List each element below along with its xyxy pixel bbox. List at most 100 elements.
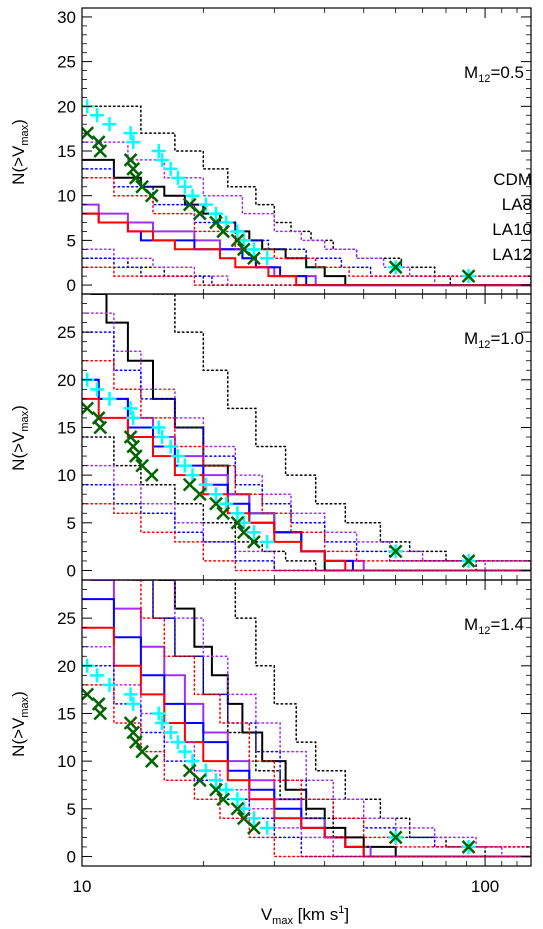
obs-plus-marker-p1-6 [151,144,166,158]
series-p2-la12-dotted-2 [82,502,531,572]
series-p2-la8-dotted-2 [82,464,531,572]
obs-plus-marker-p2-9 [170,449,185,464]
obs-plus-marker-p3-3 [102,677,117,692]
obs-plus-marker-p2-4 [123,401,138,416]
obs-plus-marker-p2-7 [155,430,170,444]
obs-plus-marker-p3-4 [123,687,138,702]
obs-plus-marker-p1-5 [126,135,141,150]
y-tick-label-p1-10: 10 [57,187,76,206]
obs-cross-marker-p3-17 [461,840,476,854]
legend-cdm: CDM [493,170,532,189]
series-p1-la12-dotted-2 [82,266,531,286]
obs-plus-marker-p3-14 [219,782,234,797]
series-p1-la10-solid-1 [82,212,531,287]
obs-plus-marker-p1-15 [230,224,245,239]
x-tick-labels: 10 100 [73,877,500,896]
obs-plus-marker-p3-17 [246,811,261,826]
legend: CDM LA8 LA10 LA12 [492,170,532,264]
panel-label-1: M12=0.5 [464,63,524,85]
y-tick-label-p1-30: 30 [57,8,76,27]
obs-cross-marker-p2-12 [216,506,231,521]
obs-plus-marker-p2-5 [126,410,141,425]
obs-cross-marker-p3-10 [192,773,207,788]
y-tick-label-p1-0: 0 [67,276,76,295]
y-tick-label-p3-20: 20 [57,657,76,676]
y-tick-label-p3-15: 15 [57,704,76,723]
obs-cross-marker-p3-4 [123,716,138,730]
y-axis-label-panel-2: N(>Vmax) [9,405,31,471]
y-tick-label-p3-0: 0 [67,847,76,866]
y-tick-label-p1-15: 15 [57,142,76,161]
x-axis-label: Vmax [km s1] [261,904,349,927]
series-p3-la12-dotted-2 [82,684,531,858]
series-p2-cdm-dotted-2 [82,436,531,572]
obs-cross-marker-p3-8 [144,754,159,769]
x-tick-label-10: 10 [73,877,92,896]
obs-plus-marker-p2-8 [163,439,178,454]
obs-cross-marker-p1-17 [461,269,476,284]
obs-cross-marker-p2-8 [144,468,159,483]
y-tick-label-p2-10: 10 [57,466,76,485]
obs-cross-marker-p1-16 [388,260,403,275]
series-p3-cdm-dotted-1 [215,580,531,858]
obs-cross-marker-p3-3 [93,706,108,721]
obs-cross-marker-p3-13 [230,801,245,816]
obs-cross-marker-p3-1 [82,687,95,702]
y-tick-label-p1-20: 20 [57,97,76,116]
series-p1-la8-dotted-1 [82,141,531,286]
series-p1-la10-dotted-1 [82,168,531,286]
y-tick-label-p2-25: 25 [57,323,76,342]
y-tick-label-p3-25: 25 [57,609,76,628]
obs-cross-marker-p2-15 [247,534,261,549]
x-tick-label-100: 100 [471,877,499,896]
obs-cross-marker-p3-15 [247,820,261,835]
obs-plus-marker-p1-12 [198,197,213,212]
y-tick-label-p3-10: 10 [57,752,76,771]
panel-3: 0 5 10 15 20 25 M12=1.4 [57,579,532,867]
obs-plus-marker-p2-17 [246,525,261,540]
series-p2-la12-solid-1 [82,397,531,572]
obs-cross-marker-p1-12 [216,224,231,239]
obs-cross-marker-p1-4 [123,153,138,167]
obs-plus-marker-p3-9 [170,735,185,750]
obs-plus-marker-p3-13 [208,773,223,788]
legend-la8: LA8 [502,195,532,214]
obs-cross-marker-p1-10 [192,206,207,221]
obs-cross-marker-p2-6 [128,449,143,463]
obs-cross-marker-p1-6 [128,170,143,185]
obs-plus-marker-p3-11 [185,754,200,769]
obs-cross-marker-p1-3 [93,144,108,158]
series-p1-la8-solid-1 [82,203,531,287]
obs-cross-marker-p3-16 [388,830,403,845]
obs-plus-marker-p1-17 [246,242,261,257]
obs-plus-marker-p2-10 [177,458,192,473]
y-axis-label-group: N(>Vmax) N(>Vmax) N(>Vmax) [9,119,31,757]
panel-label-3: M12=1.4 [464,615,524,637]
obs-plus-marker-p3-18 [260,820,275,835]
obs-plus-marker-p2-6 [151,420,166,435]
obs-cross-marker-p2-13 [230,515,245,530]
y-tick-label-p2-0: 0 [67,561,76,580]
obs-plus-marker-p2-18 [260,534,275,549]
obs-cross-marker-p3-12 [216,792,231,807]
series-p1-la12-dotted-1 [82,177,531,286]
obs-plus-marker-p2-15 [230,506,245,521]
obs-plus-marker-p1-13 [208,206,223,221]
obs-cross-marker-p1-15 [247,251,261,266]
obs-plus-marker-p3-6 [151,706,166,721]
obs-plus-marker-p1-3 [102,117,117,132]
series-p2-la10-dotted-1 [82,331,531,572]
panel-label-2: M12=1.0 [464,329,524,351]
obs-plus-marker-p2-13 [208,487,223,502]
series-p1-la8-dotted-2 [82,248,531,286]
obs-cross-marker-p2-4 [123,430,138,444]
series-p2-la8-dotted-1 [86,312,531,572]
obs-plus-marker-p3-2 [90,668,105,683]
obs-plus-marker-p1-4 [123,126,138,141]
series-p3-la12-dotted-1 [113,580,531,858]
obs-cross-marker-p2-11 [209,496,223,511]
series-p1-cdm-dotted-1 [82,105,531,286]
obs-cross-marker-p2-17 [461,554,476,568]
obs-plus-marker-p1-10 [177,179,192,194]
obs-plus-marker-p3-7 [155,716,170,730]
